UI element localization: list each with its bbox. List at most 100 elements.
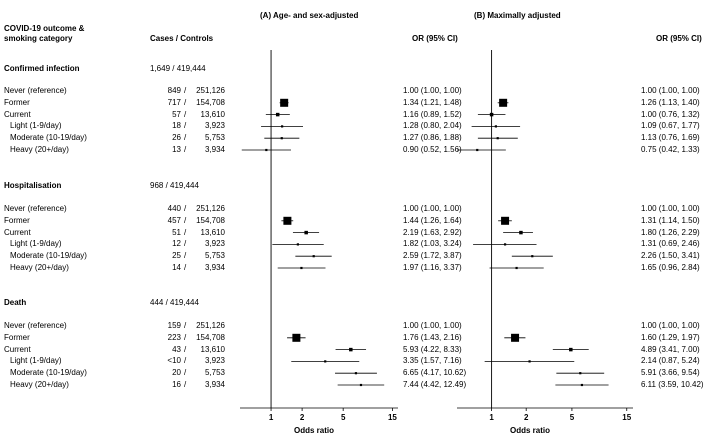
point-estimate-a <box>354 372 358 375</box>
outcome-column-header: COVID-19 outcome & <box>4 24 85 33</box>
row-cases: 440 <box>167 204 181 213</box>
row-cases: 20 <box>172 368 181 378</box>
row-or-ci-panel-b: 1.00 (1.00, 1.00) <box>641 86 700 95</box>
row-separator: / <box>184 121 187 131</box>
row-or-ci-panel-b: 1.09 (0.67, 1.77) <box>641 121 700 131</box>
row-cases: 849 <box>167 86 181 95</box>
row-cases: 717 <box>167 97 181 107</box>
group-cases-controls: 968 / 419,444 <box>150 181 199 190</box>
row-controls: 251,126 <box>196 86 225 95</box>
row-label: Former <box>4 332 30 342</box>
row-label: Current <box>4 109 31 119</box>
row-controls: 251,126 <box>196 204 225 213</box>
row-label: Light (1-9/day) <box>10 121 62 131</box>
row-or-ci-panel-a: 6.65 (4.17, 10.62) <box>403 368 467 378</box>
row-label: Former <box>4 97 30 107</box>
panel-b-title: (B) Maximally adjusted <box>474 11 561 20</box>
point-estimate-b <box>499 98 508 107</box>
row-controls: 3,923 <box>204 356 225 366</box>
row-or-ci-panel-b: 1.31 (1.14, 1.50) <box>641 215 700 225</box>
point-estimate-a <box>275 112 280 117</box>
row-separator: / <box>184 133 187 143</box>
row-label: Current <box>4 227 31 237</box>
row-controls: 251,126 <box>196 321 225 330</box>
point-estimate-a <box>359 383 363 387</box>
x-tick-label-a: 2 <box>300 413 305 422</box>
row-controls: 13,610 <box>200 109 225 119</box>
row-cases: 223 <box>167 332 181 342</box>
row-or-ci-panel-b: 1.00 (1.00, 1.00) <box>641 204 700 213</box>
row-separator: / <box>184 321 187 330</box>
row-controls: 154,708 <box>196 97 225 107</box>
row-or-ci-panel-a: 3.35 (1.57, 7.16) <box>403 356 462 366</box>
row-separator: / <box>184 380 187 389</box>
row-controls: 13,610 <box>200 227 225 237</box>
row-separator: / <box>184 227 187 237</box>
row-cases: 14 <box>172 263 181 272</box>
row-controls: 154,708 <box>196 332 225 342</box>
row-controls: 5,753 <box>204 251 225 261</box>
row-cases: 25 <box>172 251 181 261</box>
row-cases: <10 <box>167 356 181 366</box>
row-separator: / <box>184 204 187 213</box>
x-tick-label-a: 5 <box>341 413 346 422</box>
row-controls: 3,934 <box>204 263 225 272</box>
point-estimate-a <box>280 98 289 107</box>
row-or-ci-panel-a: 1.16 (0.89, 1.52) <box>403 109 462 119</box>
point-estimate-b <box>569 347 573 352</box>
row-label: Never (reference) <box>4 86 67 95</box>
row-or-ci-panel-a: 1.27 (0.86, 1.88) <box>403 133 462 143</box>
point-estimate-b <box>476 148 479 152</box>
row-or-ci-panel-a: 2.19 (1.63, 2.92) <box>403 227 462 237</box>
row-cases: 16 <box>172 380 181 389</box>
point-estimate-a <box>281 125 284 128</box>
row-or-ci-panel-a: 1.00 (1.00, 1.00) <box>403 321 462 330</box>
row-cases: 13 <box>172 145 181 154</box>
point-estimate-a <box>296 243 299 246</box>
x-tick-label-b: 1 <box>489 413 494 422</box>
point-estimate-b <box>496 137 499 140</box>
row-or-ci-panel-a: 7.44 (4.42, 12.49) <box>403 380 467 389</box>
row-cases: 26 <box>172 133 181 143</box>
row-label: Heavy (20+/day) <box>10 380 69 389</box>
row-controls: 3,934 <box>204 145 225 154</box>
row-label: Heavy (20+/day) <box>10 145 69 154</box>
row-or-ci-panel-a: 1.76 (1.43, 2.16) <box>403 332 462 342</box>
row-controls: 154,708 <box>196 215 225 225</box>
row-or-ci-panel-b: 1.26 (1.13, 1.40) <box>641 97 700 107</box>
row-or-ci-panel-b: 6.11 (3.59, 10.42) <box>641 380 704 389</box>
row-or-ci-panel-b: 1.65 (0.96, 2.84) <box>641 263 700 272</box>
row-or-ci-panel-b: 5.91 (3.66, 9.54) <box>641 368 700 378</box>
row-separator: / <box>184 109 187 119</box>
point-estimate-b <box>515 266 518 270</box>
cases-controls-column-header: Cases / Controls <box>150 34 214 43</box>
outcome-column-header-line2: smoking category <box>4 34 73 43</box>
panel-a-xlabel: Odds ratio <box>294 426 335 435</box>
group-title: Death <box>4 298 27 307</box>
row-or-ci-panel-b: 2.26 (1.50, 3.41) <box>641 251 700 261</box>
row-or-ci-panel-a: 1.00 (1.00, 1.00) <box>403 86 462 95</box>
panel-a-title: (A) Age- and sex-adjusted <box>260 11 359 20</box>
row-controls: 3,923 <box>204 239 225 249</box>
row-label: Never (reference) <box>4 204 67 213</box>
point-estimate-b <box>531 255 534 258</box>
row-separator: / <box>184 263 187 272</box>
point-estimate-b <box>519 230 523 235</box>
row-cases: 159 <box>167 321 181 330</box>
row-or-ci-panel-a: 1.82 (1.03, 3.24) <box>403 239 462 249</box>
panel-b-xlabel: Odds ratio <box>510 426 551 435</box>
row-or-ci-panel-a: 1.44 (1.26, 1.64) <box>403 215 462 225</box>
row-separator: / <box>184 368 187 378</box>
group-cases-controls: 444 / 419,444 <box>150 298 199 307</box>
row-separator: / <box>184 344 187 354</box>
point-estimate-a <box>312 255 315 258</box>
row-or-ci-panel-b: 4.89 (3.41, 7.00) <box>641 344 700 354</box>
row-label: Light (1-9/day) <box>10 239 62 249</box>
row-controls: 3,934 <box>204 380 225 389</box>
row-separator: / <box>184 215 187 225</box>
row-cases: 12 <box>172 239 181 249</box>
group-title: Confirmed infection <box>4 64 80 73</box>
panel-a-or-column-header: OR (95% CI) <box>412 34 458 43</box>
row-separator: / <box>184 239 187 249</box>
point-estimate-a <box>304 230 308 235</box>
